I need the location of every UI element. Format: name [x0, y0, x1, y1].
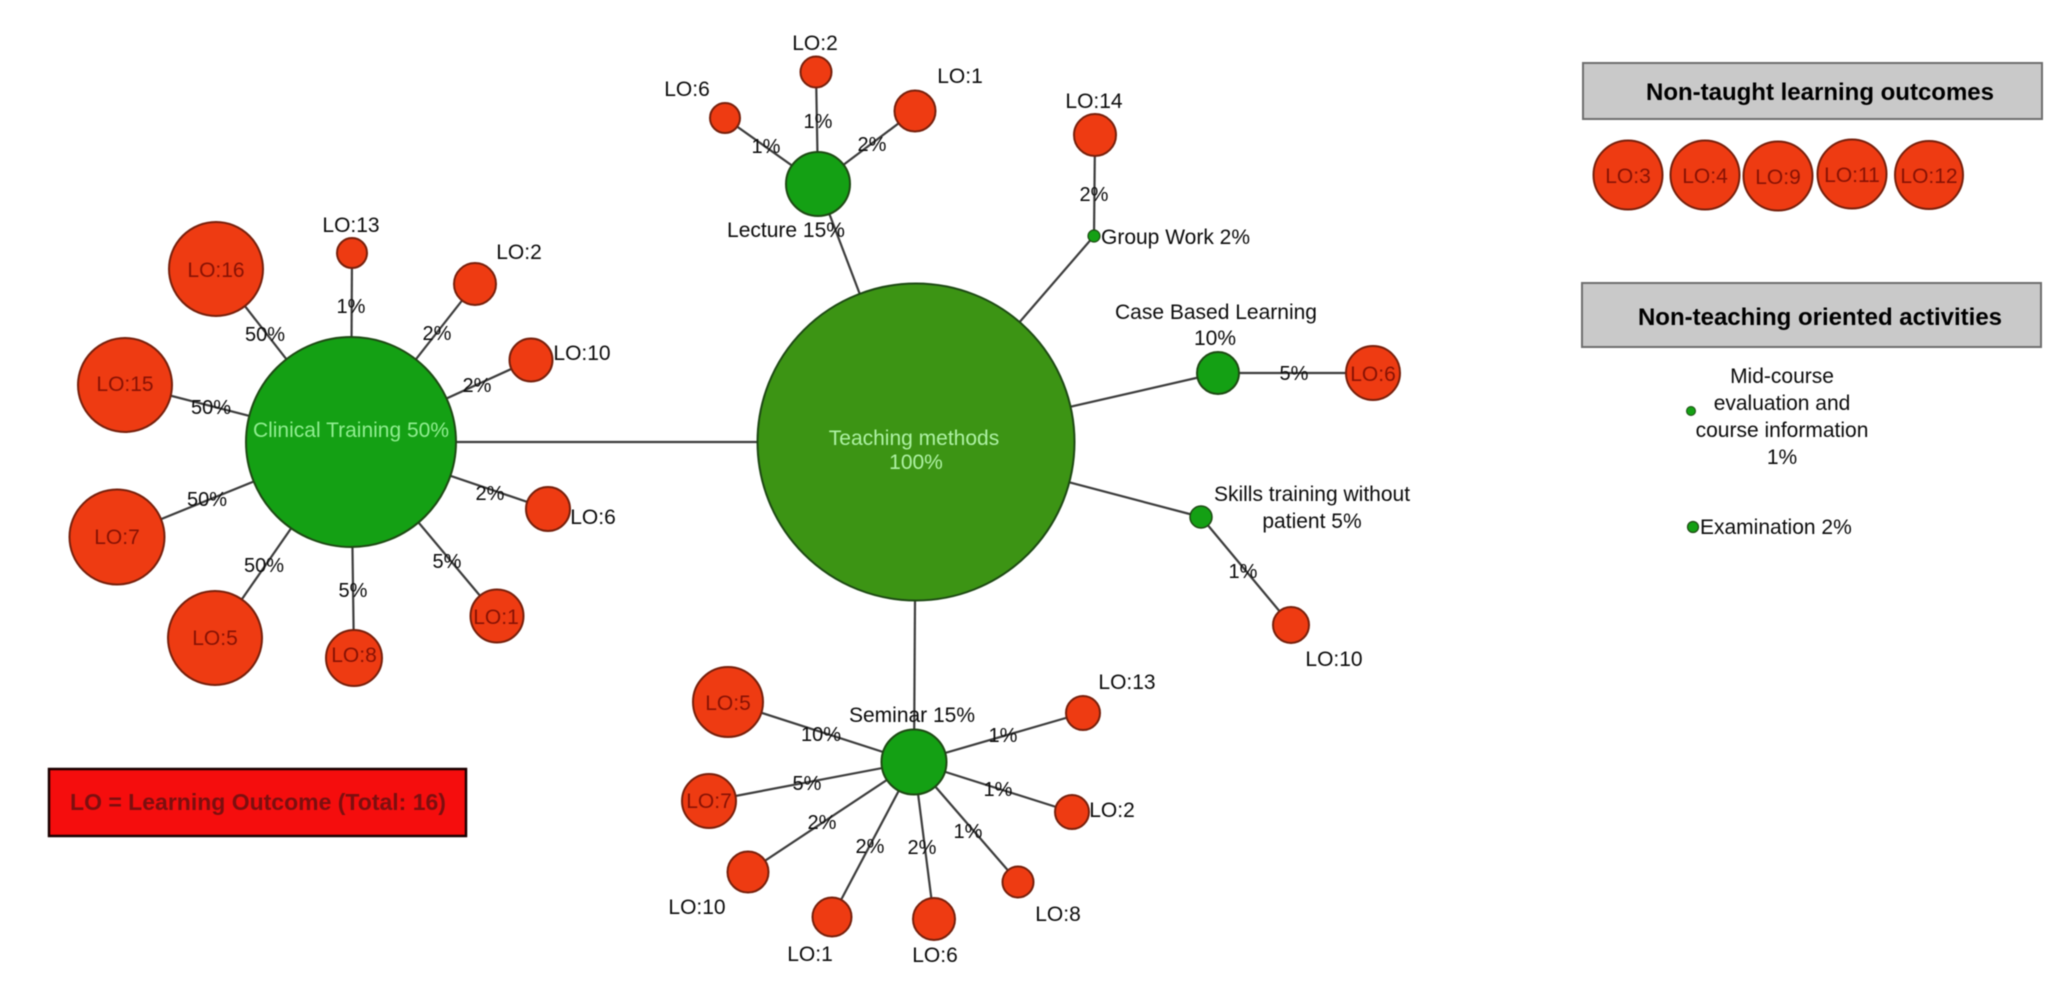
svg-text:LO:2: LO:2 — [1089, 799, 1135, 822]
svg-text:LO:4: LO:4 — [1682, 165, 1728, 188]
svg-text:Skills training without: Skills training without — [1214, 483, 1410, 506]
svg-text:1%: 1% — [337, 296, 366, 318]
svg-text:50%: 50% — [245, 324, 285, 346]
svg-text:Group Work 2%: Group Work 2% — [1101, 226, 1250, 249]
svg-text:2%: 2% — [476, 483, 505, 505]
svg-text:2%: 2% — [908, 837, 937, 859]
svg-text:LO:15: LO:15 — [96, 373, 153, 396]
svg-text:LO:11: LO:11 — [1824, 164, 1880, 187]
svg-text:5%: 5% — [339, 580, 368, 602]
svg-text:1%: 1% — [1229, 561, 1258, 583]
svg-text:LO:9: LO:9 — [1755, 166, 1801, 189]
svg-text:Lecture 15%: Lecture 15% — [727, 219, 845, 242]
svg-text:LO:13: LO:13 — [1098, 671, 1155, 694]
svg-text:LO:6: LO:6 — [570, 506, 616, 529]
svg-text:5%: 5% — [1280, 363, 1309, 385]
svg-text:2%: 2% — [808, 812, 837, 834]
svg-text:LO:10: LO:10 — [1305, 648, 1362, 671]
svg-text:2%: 2% — [856, 836, 885, 858]
svg-text:LO:1: LO:1 — [787, 943, 833, 966]
svg-text:10%: 10% — [801, 724, 841, 746]
svg-text:1%: 1% — [804, 111, 833, 133]
svg-text:10%: 10% — [1194, 327, 1236, 350]
svg-text:1%: 1% — [989, 725, 1018, 747]
svg-text:evaluation and: evaluation and — [1714, 392, 1851, 415]
svg-text:LO:10: LO:10 — [668, 896, 725, 919]
svg-text:Non-teaching oriented activiti: Non-teaching oriented activities — [1638, 304, 2002, 331]
svg-text:2%: 2% — [858, 134, 887, 156]
svg-text:2%: 2% — [423, 323, 452, 345]
svg-text:Examination 2%: Examination 2% — [1700, 516, 1852, 539]
svg-text:50%: 50% — [187, 489, 227, 511]
svg-text:5%: 5% — [793, 773, 822, 795]
svg-text:LO:1: LO:1 — [937, 65, 983, 88]
svg-text:LO:14: LO:14 — [1065, 90, 1123, 113]
svg-text:LO:6: LO:6 — [664, 78, 710, 101]
svg-text:1%: 1% — [954, 821, 983, 843]
svg-text:Case Based Learning: Case Based Learning — [1115, 301, 1317, 324]
svg-text:LO:13: LO:13 — [322, 214, 379, 237]
svg-text:Teaching methods: Teaching methods — [829, 427, 999, 450]
svg-text:50%: 50% — [191, 397, 231, 419]
svg-text:Mid-course: Mid-course — [1730, 365, 1834, 388]
svg-text:LO:3: LO:3 — [1605, 165, 1651, 188]
svg-text:1%: 1% — [752, 136, 781, 158]
svg-text:1%: 1% — [984, 779, 1013, 801]
svg-text:LO:8: LO:8 — [331, 644, 377, 667]
svg-text:LO:6: LO:6 — [912, 944, 958, 967]
svg-text:1%: 1% — [1767, 446, 1797, 469]
svg-text:LO:12: LO:12 — [1900, 165, 1957, 188]
svg-text:Seminar 15%: Seminar 15% — [849, 704, 975, 727]
svg-text:LO:8: LO:8 — [1035, 903, 1081, 926]
svg-text:LO:7: LO:7 — [686, 790, 732, 813]
svg-text:Non-taught learning outcomes: Non-taught learning outcomes — [1646, 79, 1994, 106]
svg-text:LO:2: LO:2 — [496, 241, 542, 264]
svg-text:patient 5%: patient 5% — [1262, 510, 1361, 533]
svg-text:100%: 100% — [889, 451, 943, 474]
svg-text:LO:5: LO:5 — [705, 692, 751, 715]
svg-text:LO:7: LO:7 — [94, 526, 140, 549]
svg-text:LO = Learning Outcome (Total:: LO = Learning Outcome (Total: 16) — [70, 789, 446, 815]
svg-text:LO:2: LO:2 — [792, 32, 838, 55]
svg-text:5%: 5% — [433, 551, 462, 573]
svg-text:course information: course information — [1696, 419, 1869, 442]
svg-text:LO:1: LO:1 — [473, 606, 519, 629]
svg-text:50%: 50% — [244, 555, 284, 577]
svg-text:2%: 2% — [1080, 184, 1109, 206]
svg-text:LO:5: LO:5 — [192, 627, 238, 650]
svg-text:2%: 2% — [463, 375, 492, 397]
svg-text:LO:6: LO:6 — [1350, 363, 1396, 386]
svg-text:Clinical Training 50%: Clinical Training 50% — [253, 419, 449, 442]
svg-text:LO:10: LO:10 — [553, 342, 610, 365]
svg-text:LO:16: LO:16 — [187, 259, 244, 282]
